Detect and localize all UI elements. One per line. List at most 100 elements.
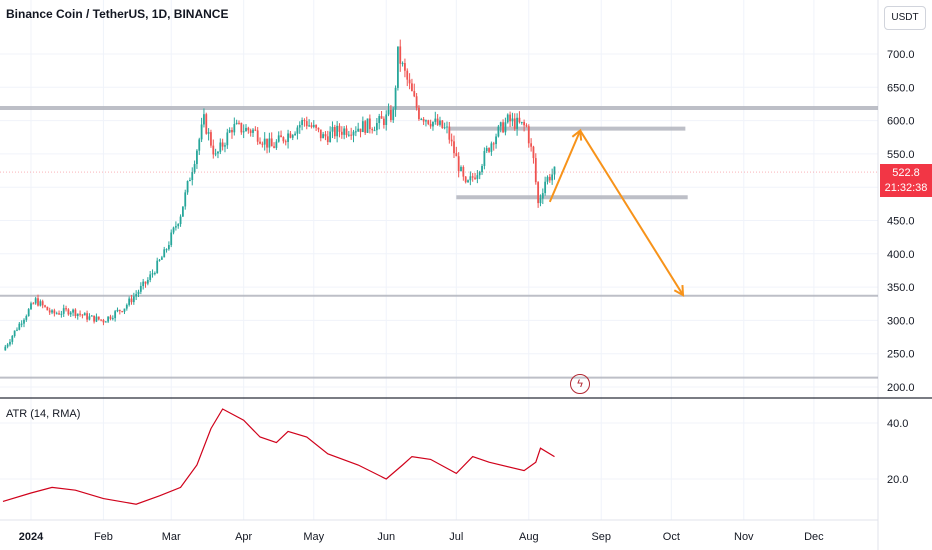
- candle-body: [60, 313, 63, 315]
- candle-body: [478, 172, 481, 176]
- candle-body: [273, 146, 275, 148]
- candle-body: [25, 316, 28, 320]
- candle-body: [249, 130, 252, 133]
- candle-body: [44, 305, 46, 307]
- candle-body: [233, 124, 236, 133]
- candle-body: [18, 323, 21, 330]
- x-tick-label: Apr: [235, 531, 252, 543]
- candle-body: [226, 132, 229, 146]
- y-tick-label: 250.0: [887, 349, 915, 361]
- candle-body: [51, 310, 53, 313]
- price-badge: 522.8 21:32:38: [880, 164, 932, 197]
- currency-button[interactable]: USDT: [884, 6, 926, 30]
- candle-body: [90, 315, 93, 317]
- candle-body: [76, 313, 79, 317]
- x-tick-label: Feb: [94, 531, 113, 543]
- candle-body: [502, 122, 504, 133]
- candle-body: [79, 313, 81, 315]
- candle-body: [9, 341, 11, 345]
- candle-body: [425, 120, 427, 122]
- candle-body: [368, 118, 371, 130]
- candle-body: [123, 308, 126, 312]
- candle-body: [462, 167, 465, 177]
- candle-body: [331, 126, 334, 132]
- candle-body: [189, 179, 191, 182]
- projection-arrowhead: [673, 285, 685, 297]
- candle-body: [235, 122, 238, 125]
- x-tick-label: 2024: [19, 531, 44, 543]
- candle-body: [347, 134, 350, 136]
- candle-body: [312, 124, 315, 127]
- candle-body: [291, 135, 294, 138]
- candle-body: [490, 143, 493, 152]
- candle-body: [467, 180, 469, 183]
- candle-body: [333, 126, 336, 137]
- candle-body: [394, 87, 397, 110]
- candle-body: [534, 158, 537, 183]
- candle-body: [364, 121, 367, 133]
- candle-body: [551, 174, 554, 181]
- y-tick-label: 200.0: [887, 382, 915, 394]
- lightning-icon[interactable]: ϟ: [570, 374, 590, 394]
- candle-body: [198, 139, 201, 151]
- candle-body: [97, 316, 100, 320]
- candle-body: [499, 122, 502, 127]
- candle-body: [144, 281, 147, 284]
- candle-body: [439, 120, 441, 125]
- candle-body: [359, 128, 362, 133]
- candle-body: [48, 310, 51, 313]
- candle-body: [481, 165, 483, 173]
- candle-body: [546, 176, 549, 182]
- candle-body: [389, 109, 392, 121]
- candle-body: [399, 46, 402, 64]
- candle-body: [11, 335, 14, 342]
- candle-body: [160, 257, 163, 260]
- candle-body: [506, 114, 509, 123]
- candle-body: [116, 309, 119, 312]
- candle-body: [553, 166, 556, 175]
- candle-body: [544, 181, 547, 194]
- candle-body: [65, 308, 67, 310]
- candle-body: [6, 344, 9, 347]
- price-badge-timer: 21:32:38: [884, 182, 928, 194]
- candle-body: [378, 116, 381, 124]
- candle-body: [520, 121, 523, 123]
- candle-body: [74, 309, 77, 317]
- candle-body: [432, 121, 434, 127]
- candle-body: [354, 131, 357, 133]
- candle-body: [238, 122, 240, 124]
- candle-body: [224, 145, 226, 147]
- candle-body: [184, 192, 187, 207]
- candle-body: [102, 320, 105, 323]
- candle-body: [483, 151, 486, 166]
- candle-body: [537, 182, 540, 204]
- price-badge-value: 522.8: [892, 167, 920, 179]
- candle-body: [315, 124, 318, 128]
- candle-body: [324, 134, 327, 137]
- candle-body: [254, 129, 257, 131]
- candle-body: [23, 319, 25, 324]
- candle-body: [289, 133, 292, 138]
- candle-body: [380, 116, 383, 119]
- candle-body: [111, 318, 114, 320]
- candle-body: [548, 176, 551, 181]
- candle-body: [46, 306, 49, 311]
- candle-body: [186, 181, 189, 193]
- candle-body: [280, 135, 282, 138]
- candle-body: [366, 118, 369, 133]
- candle-body: [415, 96, 418, 108]
- candle-body: [163, 249, 166, 258]
- candle-body: [408, 79, 411, 84]
- candle-body: [34, 298, 37, 304]
- candle-body: [27, 309, 30, 317]
- candle-body: [114, 311, 117, 319]
- candle-body: [488, 148, 490, 152]
- candle-body: [139, 286, 142, 292]
- candle-body: [95, 316, 98, 322]
- candle-body: [350, 134, 353, 136]
- candle-body: [448, 126, 451, 140]
- candle-body: [69, 312, 72, 315]
- candle-body: [429, 123, 432, 127]
